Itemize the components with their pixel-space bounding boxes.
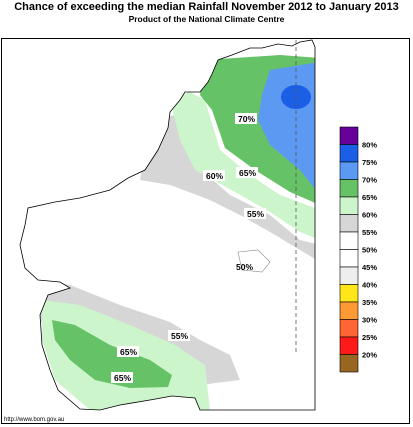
legend-swatch: [339, 266, 359, 285]
map-subtitle: Product of the National Climate Centre: [128, 14, 285, 24]
legend-label: 65%: [362, 193, 377, 202]
legend-swatch: [339, 179, 359, 198]
label-bg-60: [203, 170, 225, 181]
coastline: [19, 39, 316, 411]
legend-swatch: [339, 196, 359, 215]
band-55-north: [140, 115, 315, 262]
legend-label: 70%: [362, 176, 377, 185]
legend-swatch: [339, 249, 359, 268]
legend-swatch: [339, 144, 359, 163]
legend-label: 20%: [362, 351, 377, 360]
legend-label: 50%: [362, 246, 377, 255]
label-bg-55-south: [168, 330, 190, 341]
contour-label-65-south-a: 65%: [120, 347, 137, 357]
legend-label: 80%: [362, 141, 377, 150]
contour-label-60: 60%: [206, 171, 223, 181]
band-50-island: [237, 249, 271, 273]
label-bg-55-north: [244, 208, 266, 219]
label-bg-65-north: [236, 167, 258, 178]
label-bg-65-south-b: [111, 372, 133, 383]
band-60-north: [170, 92, 315, 240]
contour-label-65-north: 65%: [239, 168, 256, 178]
legend-label: 55%: [362, 228, 377, 237]
legend: 80% 75% 70% 65% 60% 55% 50% 45% 40% 35% 30% 25% 20%: [339, 126, 377, 373]
map-title: Chance of exceeding the median Rainfall …: [14, 1, 399, 13]
legend-swatch: [339, 161, 359, 180]
legend-swatch: [339, 231, 359, 250]
legend-label: 40%: [362, 281, 377, 290]
contour-label-55-north: 55%: [247, 209, 264, 219]
legend-label: 25%: [362, 333, 377, 342]
map-frame: [1, 38, 410, 424]
contour-label-65-south-b: 65%: [114, 373, 131, 383]
legend-label: 45%: [362, 263, 377, 272]
legend-swatch: [339, 214, 359, 233]
legend-label: 35%: [362, 298, 377, 307]
label-bg-65-south-a: [117, 346, 139, 357]
legend-swatch: [339, 126, 359, 145]
band-65-south: [52, 320, 172, 388]
legend-label: 60%: [362, 211, 377, 220]
contour-label-70: 70%: [238, 114, 255, 124]
legend-label: 75%: [362, 158, 377, 167]
contour-label-50: 50%: [236, 262, 253, 272]
label-bg-70: [235, 113, 257, 124]
legend-label: 30%: [362, 316, 377, 325]
source-credit: http://www.bom.gov.au: [4, 417, 65, 423]
legend-swatch: [339, 319, 359, 338]
contour-label-55-south: 55%: [171, 331, 188, 341]
legend-swatch: [339, 284, 359, 303]
legend-swatch: [339, 354, 359, 373]
legend-swatch: [339, 301, 359, 320]
legend-swatch: [339, 336, 359, 355]
